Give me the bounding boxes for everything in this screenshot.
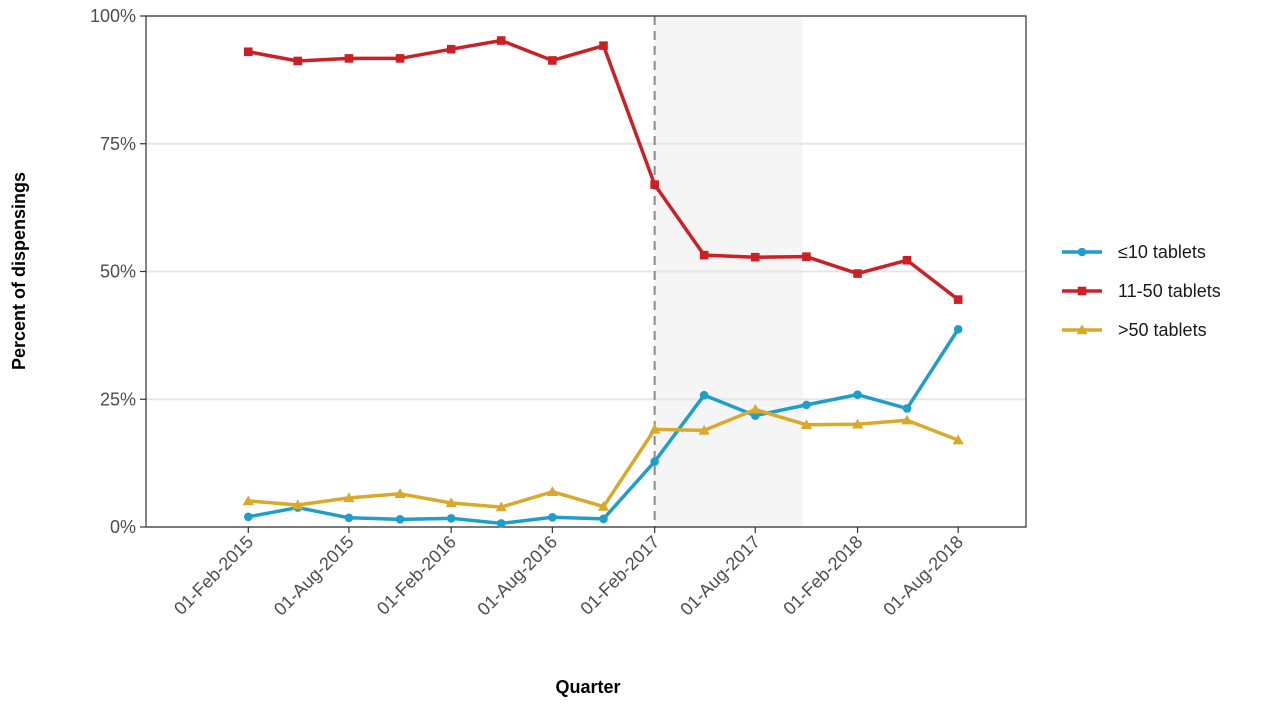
y-tick-label: 75% [100, 134, 136, 154]
data-point-1 [243, 512, 253, 522]
data-point-3 [649, 423, 661, 434]
data-point-2 [395, 54, 405, 63]
data-point-3 [292, 499, 304, 510]
data-point-1 [599, 514, 608, 524]
legend-key-marker [1077, 247, 1087, 257]
data-point-1 [953, 324, 963, 334]
data-point-2 [599, 41, 608, 50]
data-point-3 [394, 488, 406, 498]
data-point-1 [902, 404, 912, 413]
y-tick-label: 25% [100, 389, 136, 409]
data-point-1 [395, 515, 405, 524]
data-point-2 [293, 56, 303, 66]
data-point-2 [243, 47, 253, 57]
data-point-1 [802, 400, 811, 410]
data-point-2 [446, 44, 456, 54]
data-point-3 [901, 414, 913, 425]
data-point-2 [853, 269, 862, 278]
data-point-2 [548, 56, 557, 65]
data-point-2 [699, 250, 709, 260]
x-axis-title: Quarter [555, 677, 620, 697]
data-point-2 [496, 36, 506, 45]
y-tick-label: 0% [110, 517, 136, 537]
data-point-3 [800, 419, 813, 429]
data-point-1 [853, 390, 862, 399]
data-point-1 [548, 512, 557, 522]
legend-key-marker [1077, 286, 1087, 296]
data-point-2 [902, 255, 912, 265]
data-point-2 [802, 252, 811, 261]
data-point-1 [496, 519, 506, 528]
legend-label: 11-50 tablets [1118, 281, 1221, 301]
data-point-3 [851, 418, 864, 429]
legend-label: >50 tablets [1118, 320, 1207, 340]
data-point-3 [343, 492, 355, 503]
data-point-1 [446, 514, 456, 523]
data-point-2 [344, 54, 354, 63]
data-point-2 [750, 252, 760, 262]
data-point-3 [495, 501, 507, 512]
data-point-3 [698, 424, 710, 435]
data-point-1 [699, 390, 709, 400]
data-point-3 [445, 497, 457, 508]
y-tick-label: 100% [90, 6, 136, 26]
data-point-3 [242, 495, 254, 506]
data-point-3 [597, 500, 610, 511]
data-point-3 [546, 486, 558, 496]
data-point-2 [650, 180, 659, 189]
y-tick-label: 50% [100, 262, 136, 282]
data-point-1 [650, 457, 659, 466]
data-point-3 [952, 434, 964, 445]
legend-label: ≤10 tablets [1118, 242, 1206, 262]
y-axis-title: Percent of dispensings [9, 172, 29, 370]
data-point-1 [344, 513, 354, 523]
data-point-2 [953, 295, 963, 304]
legend: ≤10 tablets 11-50 tablets >50 tablets [1062, 242, 1221, 340]
data-point-3 [749, 403, 761, 414]
legend-key-marker [1076, 324, 1088, 335]
